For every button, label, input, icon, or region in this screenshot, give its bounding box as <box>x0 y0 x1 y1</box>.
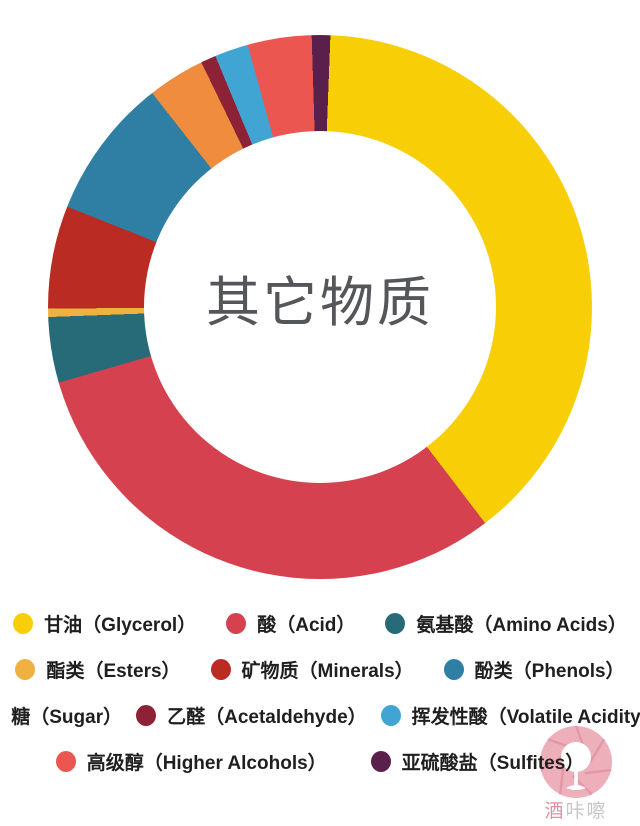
legend-swatch-minerals <box>210 658 231 680</box>
legend-label-sulfites: 亚硫酸盐（Sulfites） <box>401 752 585 774</box>
wine-glass-aperture-icon <box>540 725 612 798</box>
legend-item-sulfites: 亚硫酸盐（Sulfites） <box>370 748 585 775</box>
legend-item-esters: 酯类（Esters） <box>15 656 181 683</box>
legend-item-glycerol: 甘油（Glycerol） <box>13 610 196 637</box>
brand-name: 酒咔嚓 <box>528 796 624 823</box>
legend-item-sugar: 糖（Sugar） <box>0 702 122 729</box>
legend-label-sugar: 糖（Sugar） <box>11 706 123 728</box>
legend-swatch-acid <box>226 612 247 634</box>
legend-swatch-acetaldehyde <box>136 704 157 726</box>
legend-swatch-higher-alcohols <box>55 750 76 772</box>
legend-label-higher-alcohols: 高级醇（Higher Alcohols） <box>86 752 327 774</box>
legend-label-phenols: 酚类（Phenols） <box>474 660 625 682</box>
legend-item-higher-alcohols: 高级醇（Higher Alcohols） <box>55 748 327 775</box>
legend-item-amino-acids: 氨基酸（Amino Acids） <box>385 610 627 637</box>
legend-item-minerals: 矿物质（Minerals） <box>210 656 414 683</box>
legend-row-3: 糖（Sugar） 乙醛（Acetaldehyde） 挥发性酸（Volatile Ac… <box>0 701 640 729</box>
legend-item-acetaldehyde: 乙醛（Acetaldehyde） <box>136 702 367 729</box>
legend-swatch-volatile-acidity <box>380 704 401 726</box>
legend-row-2: 酯类（Esters） 矿物质（Minerals） 酚类（Phenols） <box>0 655 640 683</box>
legend-swatch-phenols <box>443 658 464 680</box>
legend-label-esters: 酯类（Esters） <box>46 660 181 682</box>
wine-glass-icon <box>561 742 591 790</box>
legend-label-volatile-acidity: 挥发性酸（Volatile Acidity） <box>411 706 640 728</box>
brand-logo: 酒咔嚓 <box>528 722 624 823</box>
legend-swatch-amino-acids <box>385 612 406 634</box>
chart-center-label: 其它物质 <box>206 273 434 333</box>
legend-swatch-esters <box>15 658 36 680</box>
brand-name-first-char: 酒 <box>544 801 566 822</box>
legend-row-1: 甘油（Glycerol） 酸（Acid） 氨基酸（Amino Acids） <box>0 609 640 637</box>
brand-name-rest: 咔嚓 <box>565 801 608 822</box>
legend-label-acid: 酸（Acid） <box>257 614 356 636</box>
legend-item-phenols: 酚类（Phenols） <box>443 656 625 683</box>
legend-swatch-glycerol <box>13 612 34 634</box>
legend-label-minerals: 矿物质（Minerals） <box>241 660 414 682</box>
chart-legend: 甘油（Glycerol） 酸（Acid） 氨基酸（Amino Acids） 酯类（E… <box>0 609 640 793</box>
legend-swatch-sulfites <box>370 750 391 772</box>
legend-label-glycerol: 甘油（Glycerol） <box>44 614 197 636</box>
legend-row-4: 高级醇（Higher Alcohols） 亚硫酸盐（Sulfites） <box>0 747 640 775</box>
legend-item-volatile-acidity: 挥发性酸（Volatile Acidity） <box>380 702 640 729</box>
legend-item-acid: 酸（Acid） <box>226 610 355 637</box>
legend-label-acetaldehyde: 乙醛（Acetaldehyde） <box>167 706 367 728</box>
legend-label-amino-acids: 氨基酸（Amino Acids） <box>416 614 627 636</box>
donut-hole <box>144 131 496 483</box>
